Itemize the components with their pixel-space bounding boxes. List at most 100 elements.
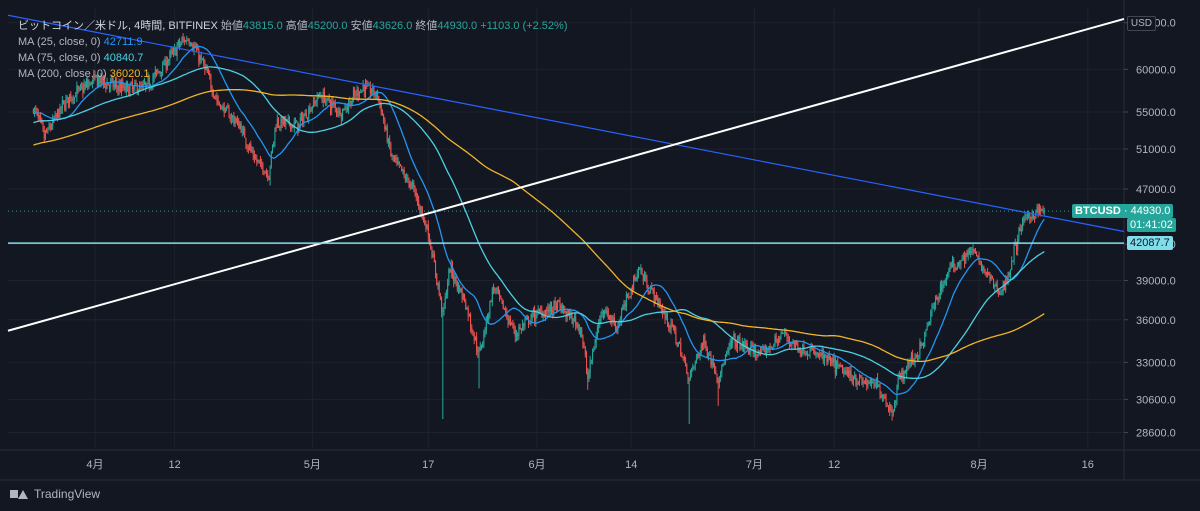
candle-body <box>732 337 734 344</box>
candle-up <box>406 172 408 183</box>
candle-body <box>587 371 589 379</box>
candle-body <box>621 309 623 321</box>
legend-ma200[interactable]: MA (200, close, 0) 36020.1 <box>18 68 150 80</box>
candle-down <box>645 271 647 282</box>
candle-up <box>95 74 97 78</box>
candle-body <box>511 323 513 325</box>
candle-body <box>166 60 168 69</box>
candle-body <box>455 277 457 281</box>
candle-down <box>408 177 410 189</box>
candle-up <box>914 352 916 368</box>
candle-body <box>207 72 209 74</box>
legend-ma25[interactable]: MA (25, close, 0) 42711.9 <box>18 36 143 48</box>
candle-up <box>881 393 883 403</box>
candle-up <box>691 367 693 378</box>
candle-down <box>319 91 321 98</box>
candle-down <box>513 322 515 335</box>
candle-down <box>281 115 283 129</box>
candle-body <box>618 321 620 326</box>
candle-body <box>251 150 253 152</box>
candle-up <box>1000 289 1002 296</box>
candle-down <box>453 269 455 288</box>
candle-body <box>537 309 539 312</box>
candle-body <box>930 311 932 324</box>
candle-body <box>608 315 610 319</box>
candle-body <box>687 373 689 382</box>
candle-body <box>146 83 148 87</box>
candle-body <box>90 82 92 84</box>
candle-body <box>486 316 488 321</box>
candle-down <box>112 75 114 91</box>
candle-body <box>38 115 40 119</box>
candle-body <box>339 109 341 116</box>
candle-down <box>775 332 777 344</box>
candle-body <box>377 91 379 97</box>
candle-down <box>70 91 72 102</box>
candle-up <box>625 291 627 312</box>
descending-trendline <box>7 14 1125 233</box>
candle-down <box>734 333 736 350</box>
candle-down <box>339 107 341 117</box>
candle-up <box>573 313 575 322</box>
candle-body <box>1032 212 1034 219</box>
tradingview-brand[interactable]: TradingView <box>10 487 100 501</box>
candle-body <box>483 331 485 343</box>
candle-up <box>895 399 897 408</box>
candle-up <box>819 350 821 361</box>
candle-body <box>156 69 158 73</box>
candle-body <box>503 309 505 311</box>
candle-body <box>526 316 528 318</box>
legend-ma75[interactable]: MA (75, close, 0) 40840.7 <box>18 52 144 64</box>
candle-down <box>641 267 643 276</box>
candle-body <box>152 76 154 88</box>
candle-body <box>1037 206 1039 213</box>
candle-body <box>738 336 740 339</box>
candle-body <box>272 146 274 152</box>
candle-body <box>977 256 979 258</box>
candle-down <box>682 356 684 361</box>
candle-up <box>718 375 720 389</box>
candle-body <box>745 341 747 344</box>
candle-up <box>898 370 900 380</box>
candle-body <box>979 261 981 263</box>
candle-body <box>577 324 579 327</box>
candle-body <box>880 395 882 398</box>
candle-body <box>959 262 961 265</box>
candle-down <box>976 251 978 257</box>
candle-body <box>520 328 522 330</box>
candle-body <box>355 94 357 96</box>
candle-down <box>520 327 522 334</box>
candle-body <box>518 326 520 336</box>
candle-body <box>523 323 525 327</box>
candle-down <box>84 81 86 91</box>
candle-up <box>825 353 827 358</box>
candle-body <box>839 364 841 368</box>
candle-body <box>559 300 561 306</box>
candle-body <box>698 353 700 357</box>
candle-up <box>426 224 428 231</box>
candle-down <box>716 373 718 384</box>
candle-down <box>631 284 633 295</box>
candle-body <box>774 336 776 346</box>
candle-body <box>255 158 257 160</box>
candle-down <box>278 117 280 129</box>
candle-down <box>82 82 84 99</box>
candle-down <box>790 342 792 347</box>
candle-body <box>322 91 324 103</box>
candle-up <box>365 78 367 98</box>
candle-up <box>147 72 149 85</box>
ascending-trendline <box>7 17 1125 332</box>
ma200-line <box>33 88 1045 363</box>
candle-up <box>322 88 324 108</box>
candle-down <box>220 104 222 111</box>
candle-down <box>666 312 668 328</box>
candle-down <box>261 158 263 169</box>
candle-down <box>156 69 158 77</box>
candle-down <box>659 298 661 309</box>
currency-button[interactable]: USD <box>1126 16 1156 31</box>
candle-body <box>717 378 719 383</box>
candle-body <box>290 123 292 129</box>
candle-body <box>514 329 516 337</box>
candle-body <box>921 343 923 346</box>
